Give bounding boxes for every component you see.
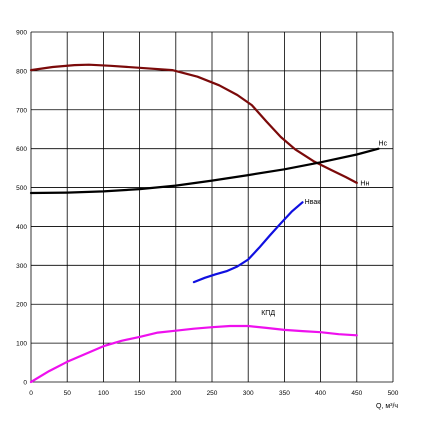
y-tick-label: 700	[16, 107, 27, 114]
y-tick-label: 500	[16, 185, 27, 192]
y-tick-label: 0	[23, 380, 27, 387]
x-axis-title: Q, м³/ч	[376, 403, 398, 410]
y-tick-label: 600	[16, 146, 27, 153]
series-1-label: Hн	[360, 181, 369, 188]
series-4-label: КПД	[261, 310, 275, 317]
y-tick-label: 400	[16, 224, 27, 231]
series-labels: Hн Hс Hвак КПД	[261, 141, 387, 318]
x-tick-label: 500	[388, 390, 399, 397]
grid	[30, 31, 394, 383]
x-tick-label: 300	[243, 390, 254, 397]
series-3-label: Hвак	[305, 199, 322, 206]
y-tick-label: 300	[16, 263, 27, 270]
x-tick-label: 450	[351, 390, 362, 397]
x-tick-label: 100	[98, 390, 109, 397]
series-2-line	[29, 147, 380, 195]
x-tick-label: 200	[170, 390, 181, 397]
x-tick-label: 50	[64, 390, 72, 397]
series-3-line	[192, 201, 304, 284]
x-tick-label: 400	[315, 390, 326, 397]
x-tick-label: 0	[29, 390, 33, 397]
x-tick-label: 150	[134, 390, 145, 397]
y-tick-label: 800	[16, 68, 27, 75]
series-layer	[29, 63, 380, 384]
x-tick-labels: 0 50 100 150 200 250 300 350 400 450 500	[29, 390, 399, 397]
x-tick-label: 350	[279, 390, 290, 397]
series-4-line	[29, 324, 358, 384]
y-tick-label: 900	[16, 30, 27, 37]
y-tick-label: 200	[16, 302, 27, 309]
y-tick-labels: 0 100 200 300 400 500 600 700 800 900	[16, 30, 27, 387]
series-2-label: Hс	[379, 141, 388, 148]
x-tick-label: 250	[207, 390, 218, 397]
y-tick-label: 100	[16, 341, 27, 348]
